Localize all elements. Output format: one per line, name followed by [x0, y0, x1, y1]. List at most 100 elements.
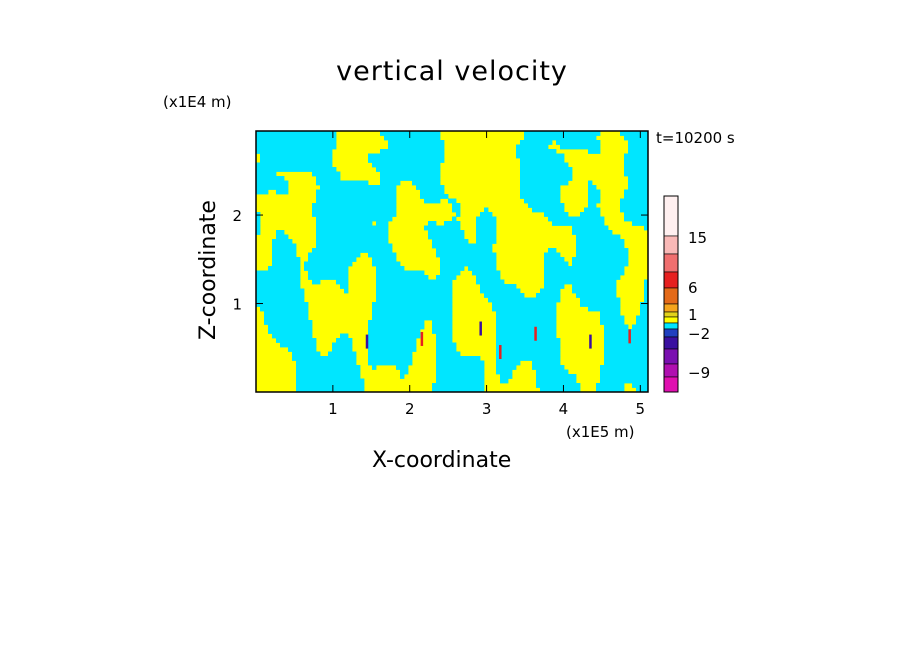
x-axis-label: X-coordinate	[372, 448, 512, 473]
downdraft-cell	[256, 297, 305, 303]
downdraft-cell	[520, 162, 569, 168]
downdraft-cell	[432, 329, 453, 334]
colorbar-swatch	[663, 311, 679, 318]
downdraft-cell	[644, 279, 648, 285]
downdraft-cell	[588, 180, 593, 186]
downdraft-cell	[256, 189, 269, 195]
downdraft-cell	[548, 248, 557, 253]
downdraft-cell	[256, 144, 337, 150]
downdraft-cell	[292, 356, 357, 361]
downdraft-cell	[384, 135, 441, 141]
downdraft-cell	[436, 378, 485, 384]
downdraft-cell	[636, 315, 648, 321]
downdraft-cell	[480, 212, 493, 217]
downdraft-cell	[332, 342, 353, 348]
downdraft-cell	[624, 216, 648, 222]
downdraft-cell	[436, 338, 453, 343]
downdraft-cell	[260, 158, 333, 163]
downdraft-cell	[296, 360, 357, 366]
downdraft-cell	[256, 230, 261, 235]
downdraft-cell	[480, 284, 517, 289]
downdraft-cell	[372, 306, 453, 312]
x-axis-scale-label: (x1E5 m)	[566, 423, 635, 441]
downdraft-cell	[500, 374, 513, 379]
downdraft-cell	[376, 266, 405, 271]
downdraft-cell	[296, 365, 361, 370]
downdraft-cell	[416, 185, 445, 190]
downdraft-cell	[588, 198, 601, 204]
colorbar-swatch	[663, 363, 679, 378]
downdraft-cell	[432, 383, 485, 388]
downdraft-cell	[576, 234, 621, 240]
downdraft-cell	[628, 149, 648, 154]
downdraft-cell	[536, 383, 581, 388]
downdraft-cell	[368, 158, 445, 163]
downdraft-cell	[260, 306, 309, 312]
downdraft-cell	[428, 234, 465, 240]
downdraft-cell	[308, 275, 349, 280]
downdraft-cell	[368, 347, 417, 352]
strong-velocity-mark	[499, 345, 502, 360]
downdraft-cell	[340, 284, 349, 289]
x-tick-label: 4	[559, 400, 569, 418]
x-axis-ticks: 1 2 3 4 5	[328, 131, 645, 418]
downdraft-cell	[256, 293, 305, 298]
colorbar-swatch	[663, 336, 679, 350]
downdraft-cell	[260, 153, 333, 159]
x-tick-label: 5	[636, 400, 646, 418]
downdraft-cell	[380, 171, 441, 177]
downdraft-cell	[396, 365, 409, 370]
x-tick-label: 1	[328, 400, 338, 418]
downdraft-cell	[540, 288, 561, 294]
downdraft-cell	[436, 333, 453, 339]
downdraft-cell	[596, 387, 625, 392]
strong-velocity-mark	[479, 321, 482, 336]
downdraft-cell	[316, 176, 341, 181]
downdraft-cell	[536, 293, 561, 298]
downdraft-cell	[628, 176, 648, 181]
downdraft-cell	[388, 140, 445, 145]
z-axis-ticks: 12	[232, 207, 648, 314]
downdraft-cell	[524, 198, 561, 204]
downdraft-cell	[636, 387, 648, 392]
downdraft-cell	[432, 239, 469, 244]
downdraft-cell	[308, 257, 357, 262]
colorbar-swatch	[663, 316, 679, 324]
downdraft-cell	[256, 279, 301, 285]
downdraft-cell	[516, 153, 565, 159]
downdraft-cell	[368, 333, 421, 339]
downdraft-cell	[432, 387, 485, 392]
downdraft-cell	[520, 158, 565, 163]
downdraft-cell	[496, 324, 557, 330]
downdraft-cell	[276, 338, 317, 343]
downdraft-cell	[544, 261, 569, 267]
downdraft-cell	[272, 239, 293, 244]
downdraft-cell	[340, 333, 349, 339]
downdraft-cell	[476, 275, 501, 280]
downdraft-cell	[440, 266, 465, 271]
colorbar: 15 6 1−2 −9	[663, 195, 710, 393]
downdraft-cell	[516, 149, 557, 154]
downdraft-cell	[572, 288, 617, 294]
downdraft-cell	[316, 239, 389, 244]
downdraft-cell	[256, 185, 289, 190]
downdraft-cell	[544, 266, 625, 271]
downdraft-cell	[496, 347, 561, 352]
downdraft-cell	[580, 212, 601, 217]
downdraft-cell	[492, 302, 557, 307]
downdraft-cell	[544, 257, 565, 262]
downdraft-cell	[296, 374, 361, 379]
downdraft-cell	[532, 365, 565, 370]
downdraft-cell	[644, 288, 648, 294]
downdraft-cell	[600, 369, 648, 375]
downdraft-cell	[484, 207, 489, 213]
downdraft-cell	[628, 180, 648, 186]
downdraft-cell	[376, 270, 425, 276]
strong-velocity-mark	[628, 329, 631, 344]
downdraft-cell	[628, 185, 648, 190]
downdraft-cell	[604, 347, 648, 352]
downdraft-cell	[624, 171, 648, 177]
downdraft-cell	[276, 230, 285, 235]
colorbar-swatch	[663, 348, 679, 365]
downdraft-cell	[492, 306, 557, 312]
